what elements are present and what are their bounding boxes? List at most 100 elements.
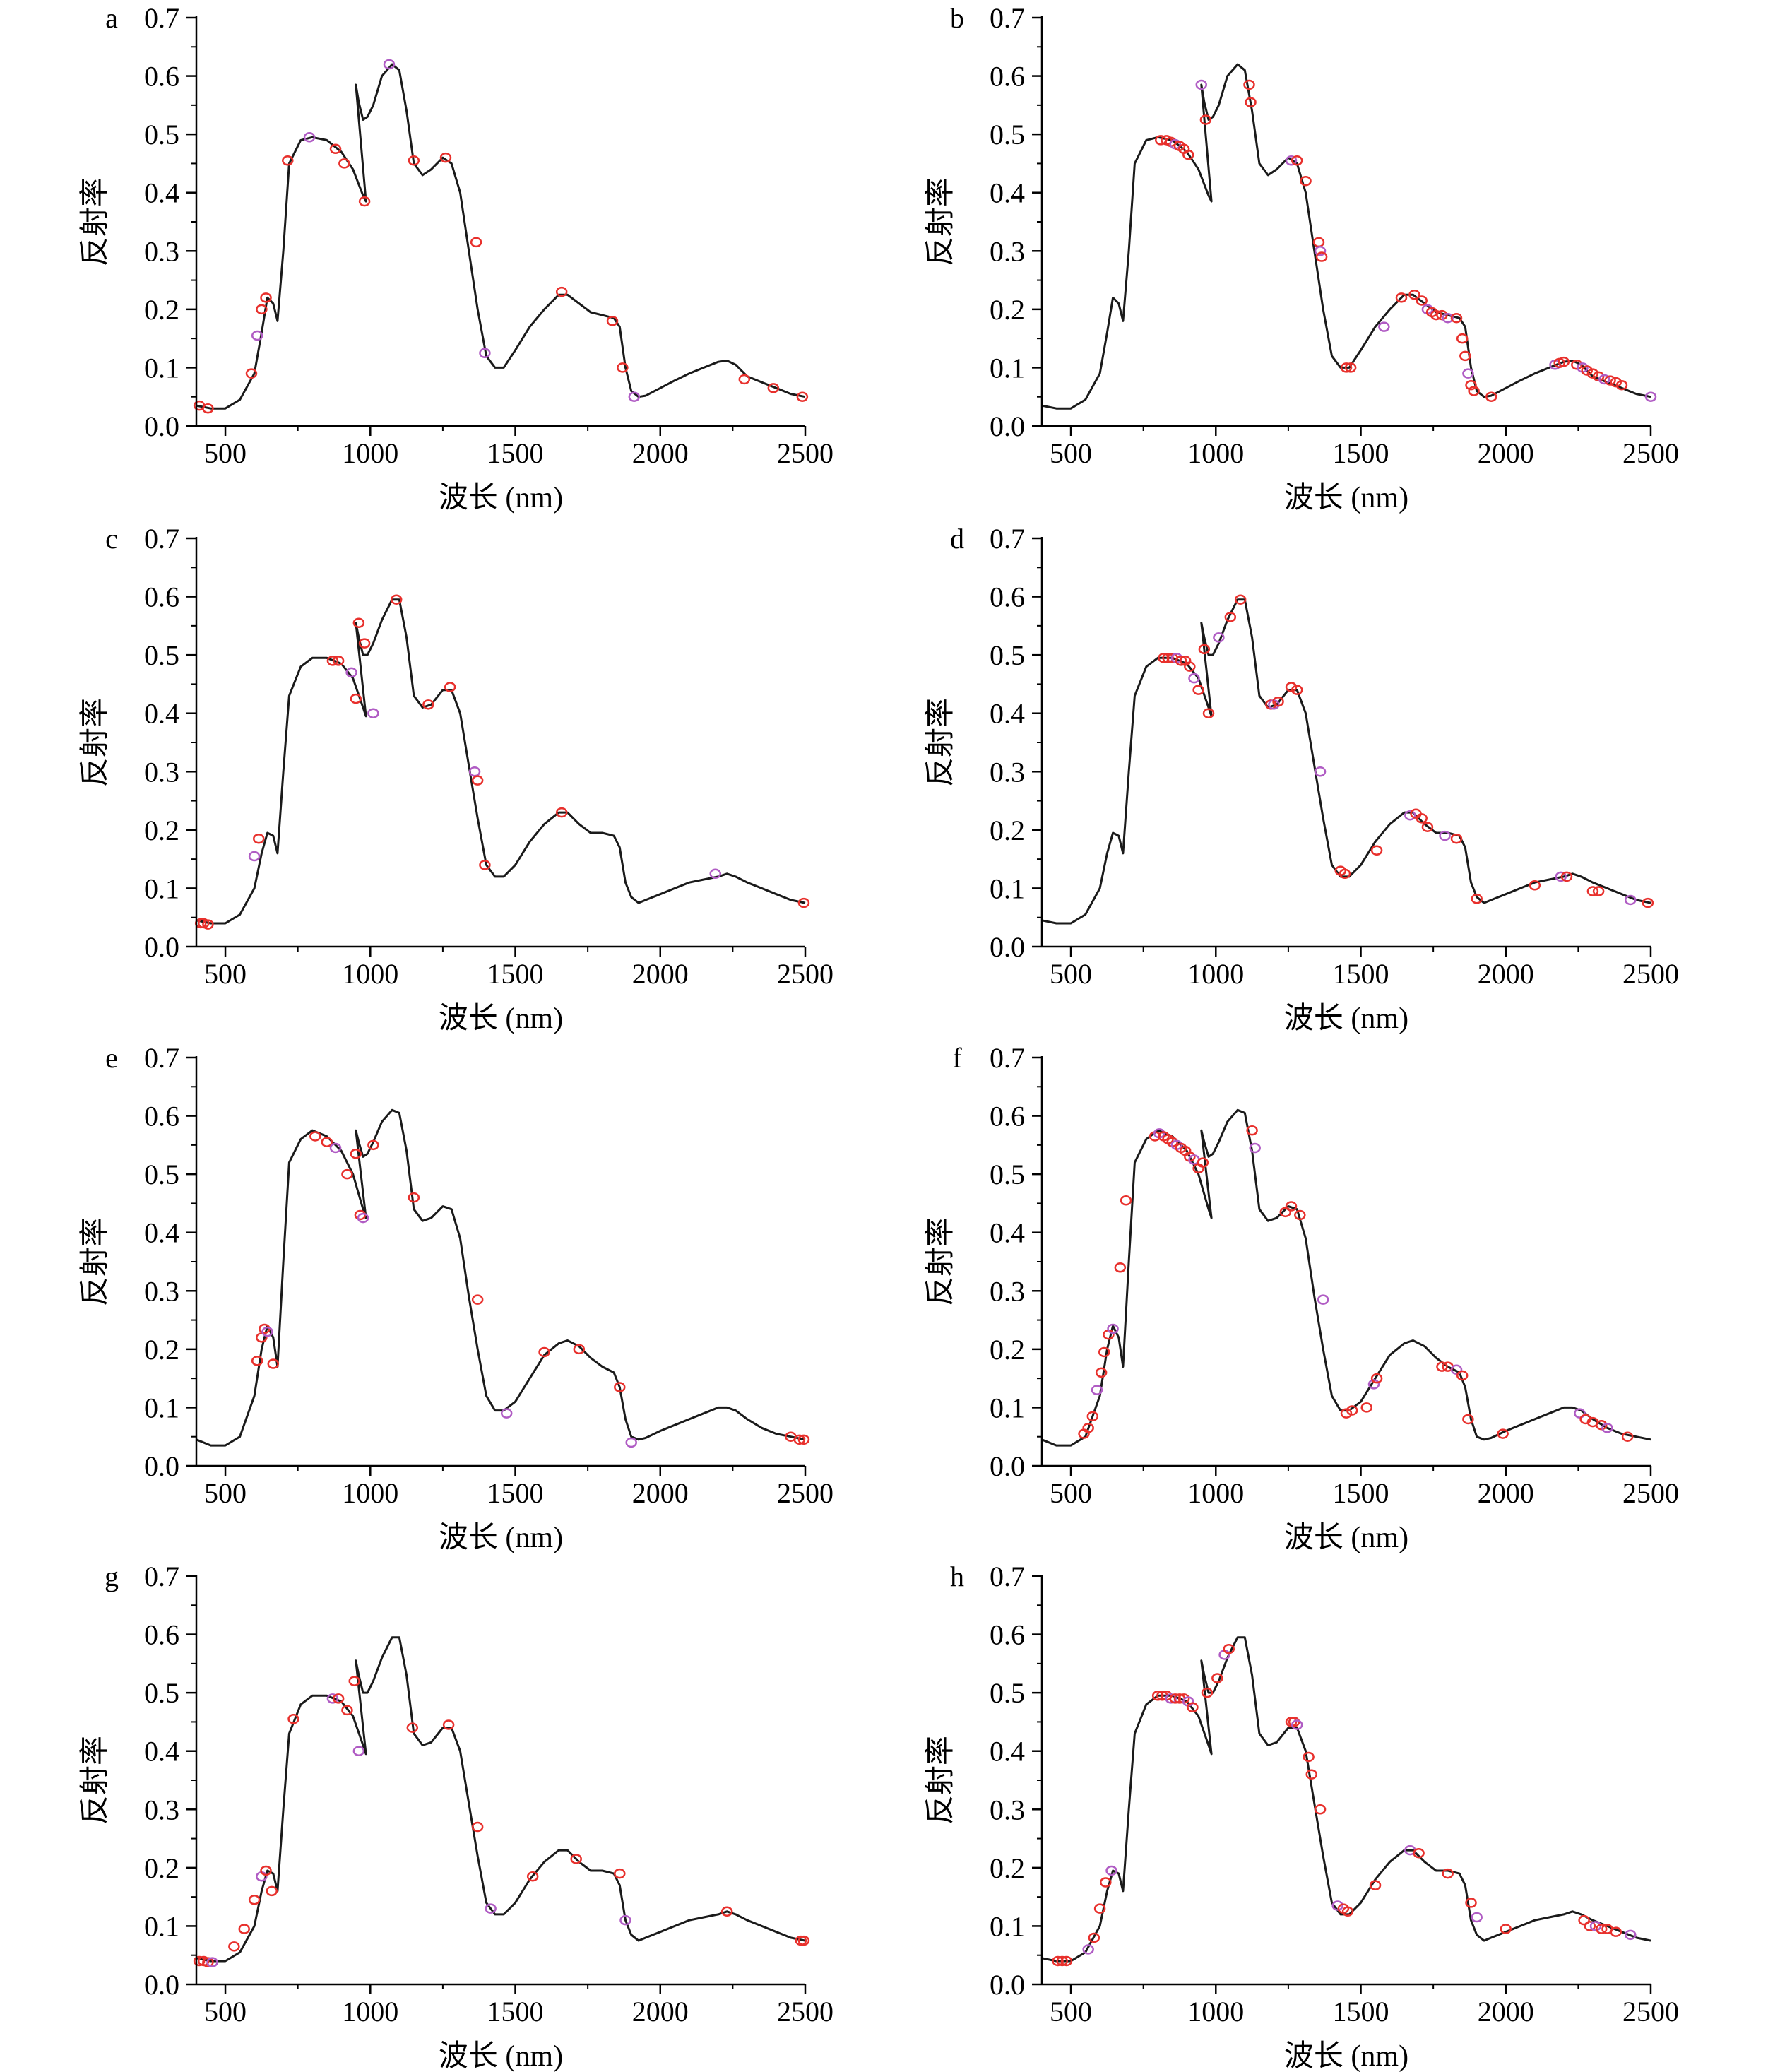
y-tick-label: 0.6: [144, 1101, 179, 1132]
y-tick-label: 0.7: [144, 2, 179, 34]
sample-marker: [1213, 632, 1225, 643]
sample-marker: [1290, 685, 1303, 695]
sample-marker: [282, 155, 294, 166]
sample-markers-g: [193, 1676, 810, 1967]
sample-marker: [206, 1957, 218, 1967]
sample-marker: [1294, 1209, 1306, 1221]
sample-marker: [1245, 97, 1257, 107]
y-tick-label: 0.3: [990, 235, 1025, 267]
sample-markers-f: [1078, 1125, 1634, 1442]
y-tick-label: 0.5: [144, 639, 179, 671]
sample-marker: [253, 833, 265, 844]
sample-marker: [352, 617, 365, 628]
sample-marker: [720, 1906, 733, 1917]
sample-marker: [1211, 1673, 1223, 1683]
y-axis-title-d: 反射率: [924, 698, 957, 787]
sample-markers-a: [193, 59, 809, 414]
sample-marker: [1285, 682, 1298, 692]
y-tick-label: 0.4: [144, 177, 179, 209]
sample-marker: [1642, 897, 1654, 908]
sample-marker: [1346, 1405, 1358, 1416]
panel-letter-b: b: [950, 2, 964, 34]
sample-marker: [1093, 1903, 1106, 1914]
sample-marker: [1201, 1687, 1214, 1698]
sample-marker: [471, 1294, 484, 1305]
sample-marker: [1370, 845, 1383, 856]
y-tick-label: 0.6: [990, 1101, 1025, 1132]
sample-marker: [1290, 155, 1303, 166]
y-tick-label: 0.4: [990, 1736, 1025, 1768]
x-tick-label: 500: [204, 958, 247, 990]
x-tick-label: 2500: [777, 1996, 833, 2027]
chart-panel-f: f 0.0 0.1 0.2 0.3 0.4 0.5 0.6 0.7 500 1000 1500 2000…: [924, 1042, 1679, 1554]
sample-marker: [1202, 708, 1215, 718]
sample-marker: [1456, 1370, 1468, 1381]
sample-marker: [479, 860, 491, 870]
sample-marker: [266, 1885, 278, 1897]
panels-container: a 0.0 0.1 0.2 0.3 0.4 0.5 0.6 0.7 500 1000 1500 2000…: [78, 2, 1679, 2072]
spectrum-line-c: [196, 598, 806, 925]
sample-marker: [408, 1192, 420, 1203]
spectrum-line-a: [196, 63, 806, 410]
sample-marker: [1416, 813, 1428, 824]
x-tick-label: 1000: [1187, 1477, 1244, 1509]
sample-marker: [500, 1408, 513, 1419]
sample-marker: [193, 1955, 206, 1967]
sample-marker: [408, 155, 420, 166]
x-tick-label: 2000: [632, 437, 689, 469]
sample-marker: [260, 1865, 272, 1876]
sample-marker: [248, 851, 261, 862]
sample-marker: [1497, 1428, 1509, 1439]
sample-marker: [1088, 1932, 1100, 1943]
sample-marker: [1465, 379, 1477, 391]
y-tick-label: 0.6: [144, 581, 179, 613]
x-tick-label: 2000: [1478, 1996, 1534, 2027]
sample-marker: [1500, 1924, 1512, 1934]
sample-marker: [1465, 1898, 1477, 1908]
sample-marker: [1610, 1926, 1622, 1937]
x-tick-label: 1500: [487, 437, 544, 469]
y-tick-label: 0.4: [144, 1736, 179, 1768]
y-tick-label: 0.3: [990, 756, 1025, 788]
y-tick-label: 0.0: [144, 410, 179, 442]
sample-marker: [1598, 374, 1610, 385]
sample-marker: [1091, 1385, 1103, 1395]
panel-letter-f: f: [952, 1042, 962, 1074]
sample-marker: [1571, 360, 1583, 370]
y-tick-label: 0.4: [990, 177, 1025, 209]
y-tick-label: 0.1: [990, 1910, 1025, 1942]
sample-marker: [1404, 810, 1416, 821]
sample-marker: [1578, 1914, 1590, 1926]
sample-marker: [1644, 391, 1657, 402]
sample-marker: [1456, 333, 1468, 344]
y-tick-label: 0.1: [990, 352, 1025, 384]
x-axis-title-g: 波长 (nm): [439, 2040, 563, 2072]
sample-marker: [1246, 1125, 1258, 1136]
sample-marker: [345, 667, 357, 678]
sample-marker: [350, 693, 362, 704]
y-axis-title-e: 反射率: [78, 1217, 112, 1306]
sample-marker: [797, 897, 810, 908]
sample-marker: [1095, 1367, 1108, 1378]
sample-markers-d: [1158, 594, 1654, 908]
sample-marker: [767, 383, 780, 393]
sample-marker: [1581, 365, 1593, 376]
sample-marker: [1560, 871, 1573, 882]
sample-marker: [1151, 1691, 1164, 1701]
sample-marker: [485, 1903, 497, 1914]
y-tick-label: 0.7: [144, 523, 179, 555]
spectrum-line-h: [1041, 1636, 1651, 1963]
y-tick-label: 0.5: [144, 1159, 179, 1190]
sample-marker: [1052, 1955, 1064, 1967]
sample-marker: [367, 708, 379, 718]
sample-marker: [303, 132, 316, 143]
sample-markers-e: [251, 1131, 810, 1448]
sample-marker: [238, 1924, 250, 1934]
sample-marker: [1601, 1423, 1613, 1433]
sample-marker: [1574, 1408, 1586, 1419]
y-tick-label: 0.3: [144, 1794, 179, 1825]
sample-marker: [439, 152, 452, 163]
sample-marker: [1314, 1804, 1327, 1815]
sample-marker: [1592, 371, 1605, 382]
sample-marker: [332, 656, 345, 666]
